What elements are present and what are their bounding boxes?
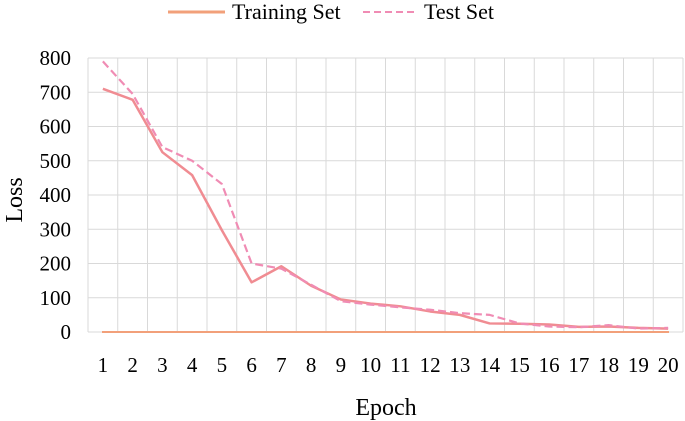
x-tick-label: 8 bbox=[306, 353, 317, 377]
legend: Training Set Test Set bbox=[168, 0, 494, 24]
y-axis-label: Loss bbox=[2, 177, 28, 222]
y-tick-label: 500 bbox=[40, 149, 72, 173]
y-tick-label: 700 bbox=[40, 80, 72, 104]
y-tick-label: 0 bbox=[61, 320, 72, 344]
legend-label-test: Test Set bbox=[424, 0, 494, 24]
chart-grid bbox=[87, 57, 684, 333]
x-tick-label: 18 bbox=[598, 353, 619, 377]
x-tick-label: 10 bbox=[360, 353, 381, 377]
x-tick-label: 20 bbox=[658, 353, 679, 377]
y-tick-label: 300 bbox=[40, 217, 72, 241]
x-tick-label: 15 bbox=[509, 353, 530, 377]
x-tick-label: 14 bbox=[479, 353, 501, 377]
series-line-test bbox=[102, 60, 669, 330]
x-axis-label: Epoch bbox=[355, 395, 416, 421]
x-tick-labels: 1 2 3 4 5 6 7 8 9 10 11 12 13 14 15 16 17 18 19 20 bbox=[98, 353, 679, 377]
legend-label-training: Training Set bbox=[232, 0, 341, 24]
y-tick-label: 400 bbox=[40, 183, 72, 207]
x-tick-label: 5 bbox=[217, 353, 228, 377]
y-tick-label: 200 bbox=[40, 252, 72, 276]
y-tick-labels: 0 100 200 300 400 500 600 700 800 bbox=[40, 46, 72, 344]
x-tick-label: 4 bbox=[187, 353, 198, 377]
x-tick-label: 3 bbox=[157, 353, 168, 377]
x-tick-label: 16 bbox=[539, 353, 560, 377]
x-tick-label: 19 bbox=[628, 353, 649, 377]
x-tick-label: 17 bbox=[568, 353, 589, 377]
x-tick-label: 2 bbox=[127, 353, 138, 377]
series-layer bbox=[102, 60, 669, 330]
x-tick-label: 1 bbox=[98, 353, 109, 377]
x-tick-label: 9 bbox=[336, 353, 347, 377]
x-tick-label: 6 bbox=[246, 353, 257, 377]
y-tick-label: 100 bbox=[40, 286, 72, 310]
x-tick-label: 13 bbox=[449, 353, 470, 377]
y-tick-label: 800 bbox=[40, 46, 72, 70]
y-tick-label: 600 bbox=[40, 115, 72, 139]
x-tick-label: 12 bbox=[420, 353, 441, 377]
x-tick-label: 7 bbox=[276, 353, 287, 377]
x-tick-label: 11 bbox=[390, 353, 410, 377]
